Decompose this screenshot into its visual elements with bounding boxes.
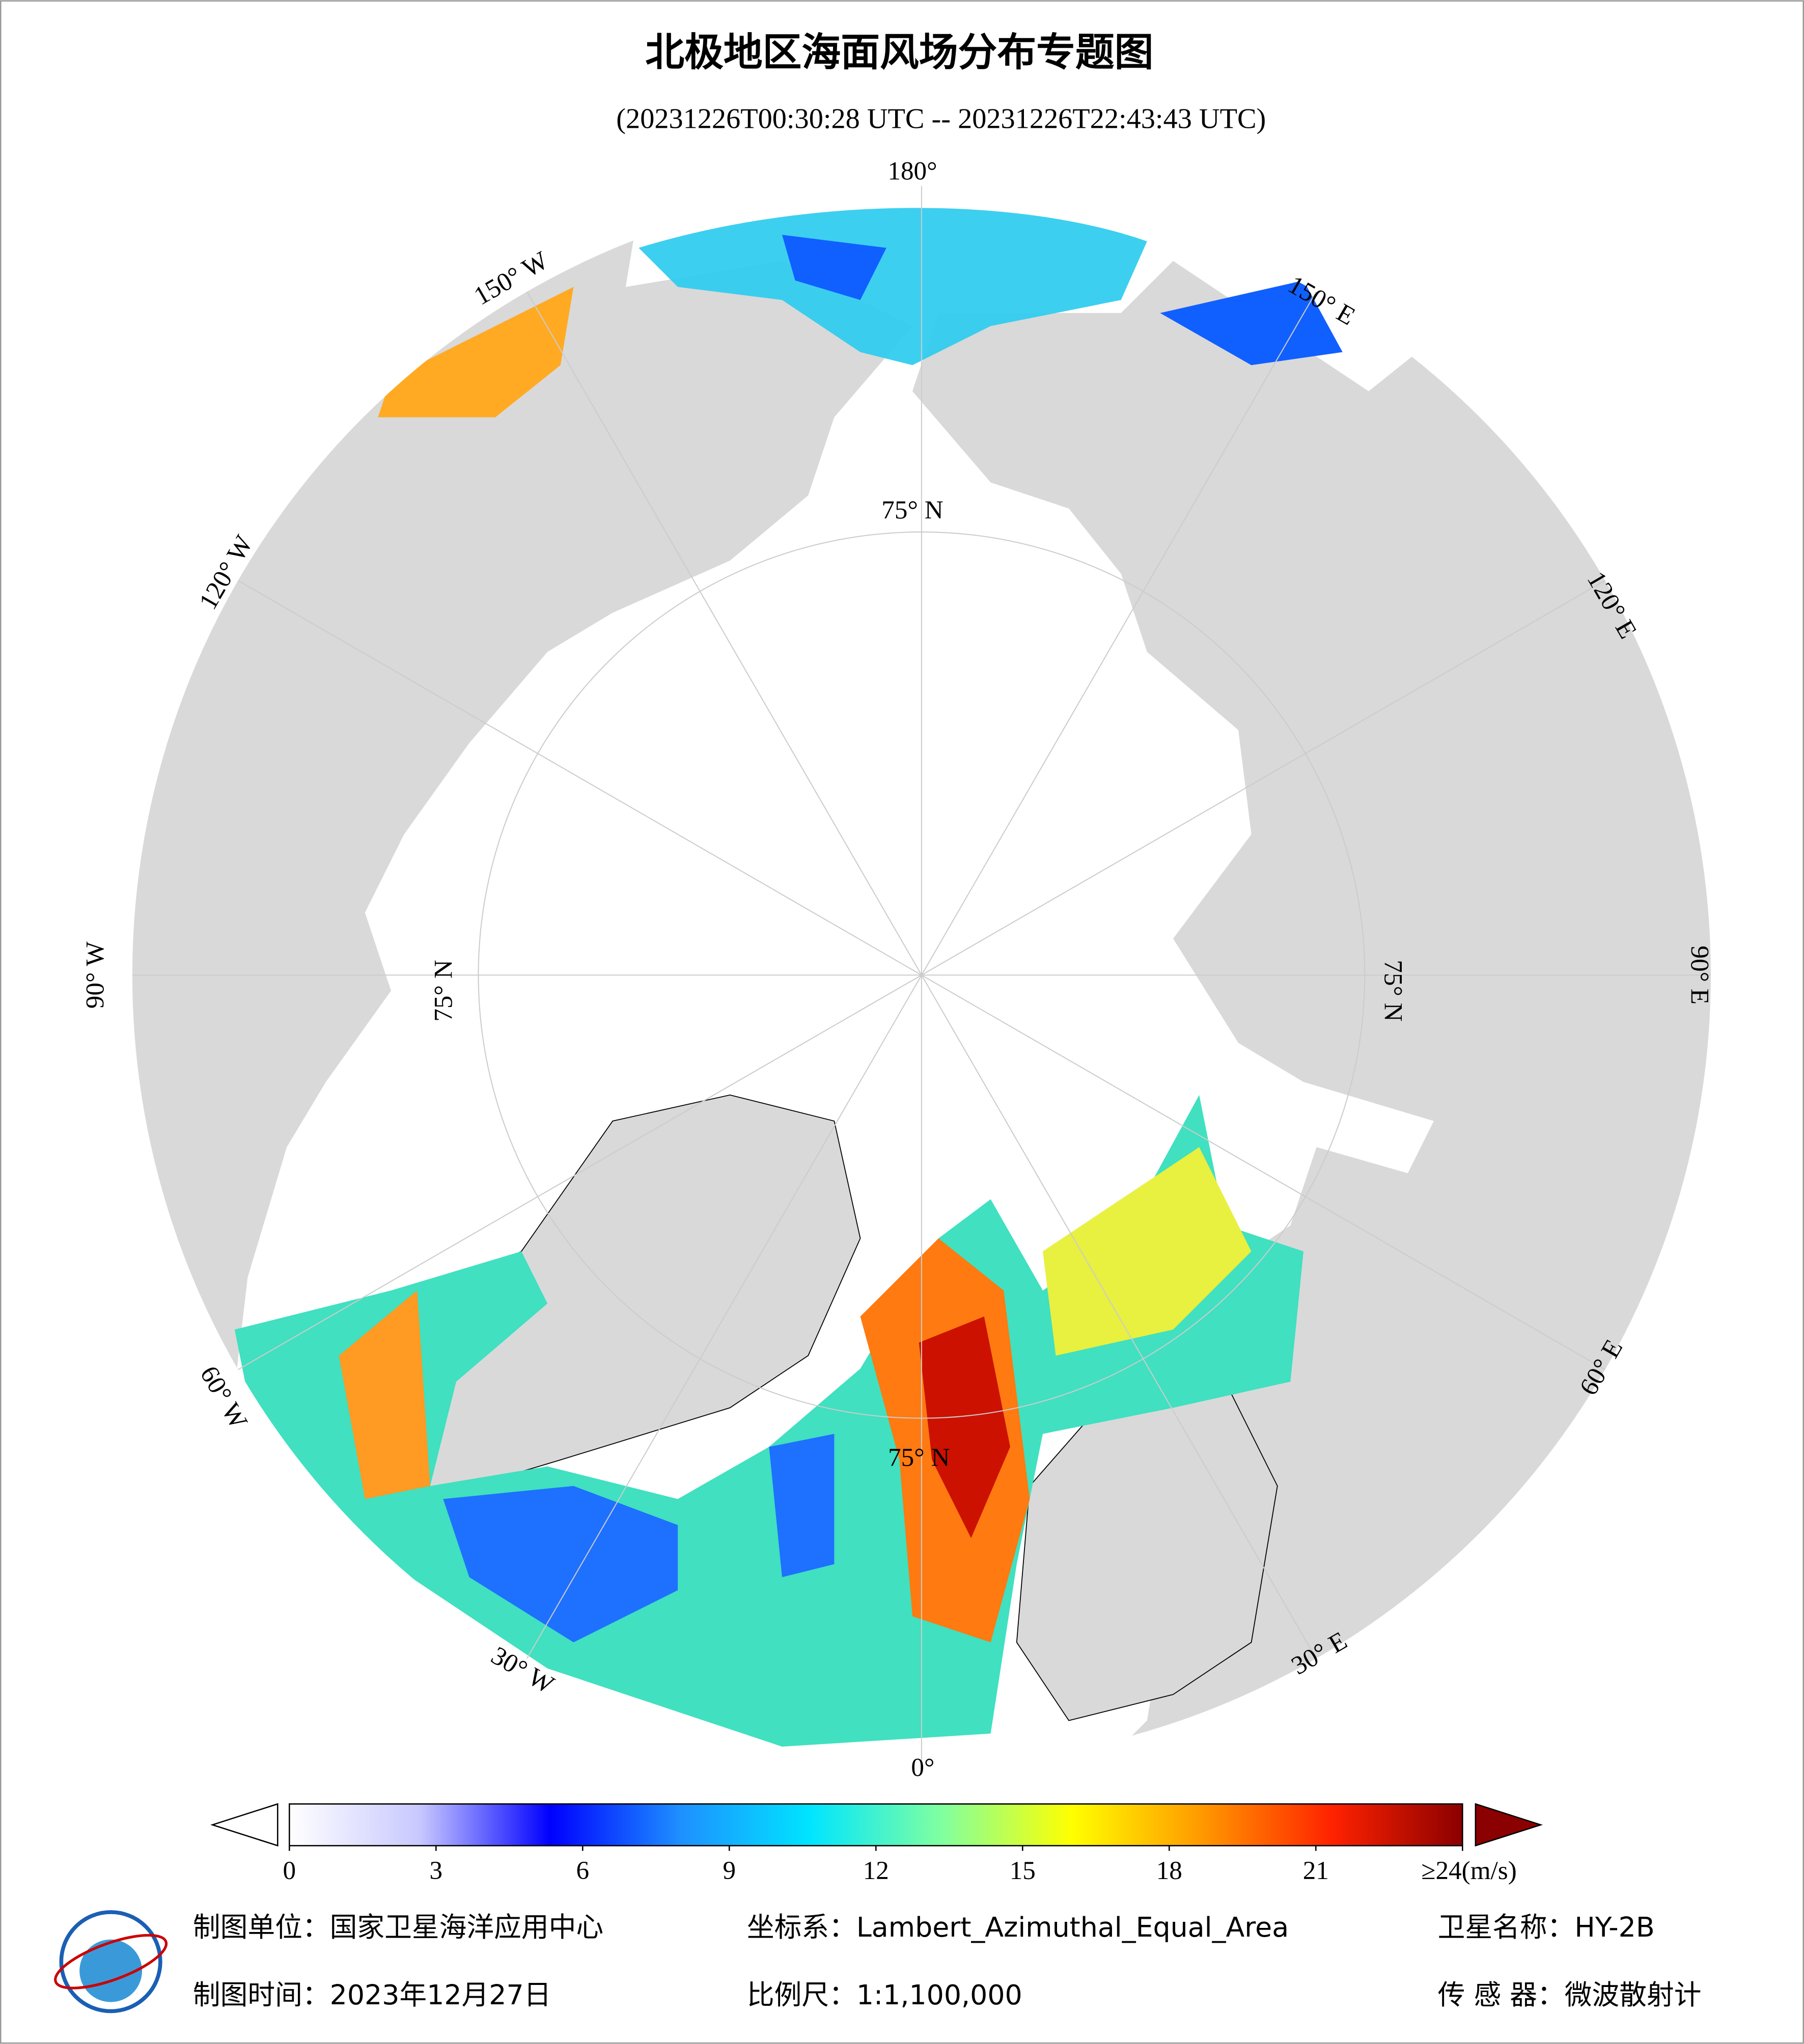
wind-field	[639, 208, 1147, 366]
meridian	[237, 579, 922, 976]
meridian	[921, 974, 1317, 1660]
colorbar-tick-label: 21	[1303, 1856, 1329, 1885]
meridian	[921, 579, 1606, 976]
colorbar-over	[1475, 1803, 1543, 1847]
footer-text: 卫星名称：HY-2B	[1438, 1911, 1655, 1943]
colorbar-tick-label: 0	[283, 1856, 296, 1885]
footer-text: 制图单位：国家卫星海洋应用中心	[193, 1911, 603, 1943]
subtitle: (20231226T00:30:28 UTC -- 20231226T22:43…	[616, 103, 1266, 134]
colorbar-tick-label: 9	[723, 1856, 736, 1885]
colorbar-tick-label: 3	[430, 1856, 443, 1885]
wind-field	[1042, 1147, 1252, 1356]
lon-label: 90° W	[81, 941, 110, 1009]
lat-label: 75° N	[1379, 960, 1408, 1021]
meridian	[526, 974, 922, 1660]
colorbar-under	[210, 1803, 279, 1847]
meridian	[921, 291, 1317, 975]
lat-label: 75° N	[429, 960, 458, 1021]
colorbar-tick-label: ≥24(m/s)	[1421, 1856, 1516, 1885]
footer-text: 制图时间：2023年12月27日	[193, 1979, 551, 2011]
colorbar-tick-label: 15	[1010, 1856, 1036, 1885]
colorbar-tick-label: 18	[1156, 1856, 1182, 1885]
lon-label: 0°	[911, 1753, 934, 1782]
map	[131, 185, 1712, 1765]
title: 北极地区海面风场分布专题图	[645, 30, 1153, 75]
wind-field	[339, 1290, 430, 1499]
wind-field	[443, 1434, 835, 1643]
meridian	[237, 974, 922, 1370]
footer: 制图单位：国家卫星海洋应用中心 坐标系：Lambert_Azimuthal_Eq…	[193, 1911, 1702, 2011]
lon-label: 180°	[887, 157, 937, 186]
lat-label: 75° N	[881, 495, 943, 524]
lon-label: 90° E	[1685, 945, 1714, 1004]
colorbar-gradient	[289, 1803, 1463, 1846]
footer-text: 坐标系：Lambert_Azimuthal_Equal_Area	[747, 1911, 1289, 1943]
meridian	[921, 974, 1606, 1370]
graticule	[131, 185, 1712, 1765]
wind-field	[919, 1317, 1010, 1538]
meridian	[526, 291, 922, 975]
map-border	[131, 184, 1712, 1766]
lat-label: 75° N	[888, 1443, 950, 1472]
colorbar-tick-label: 6	[576, 1856, 590, 1885]
footer-text: 传 感 器：微波散射计	[1438, 1979, 1702, 2011]
wind-field	[378, 287, 574, 417]
footer-text: 比例尺：1:1,100,000	[747, 1979, 1022, 2011]
wind-field	[782, 235, 1343, 366]
colorbar-tick-label: 12	[863, 1856, 889, 1885]
logo	[54, 1910, 168, 2013]
colorbar: 0 3 6 9 12 15 18 21 ≥24(m/s)	[210, 1803, 1543, 1885]
